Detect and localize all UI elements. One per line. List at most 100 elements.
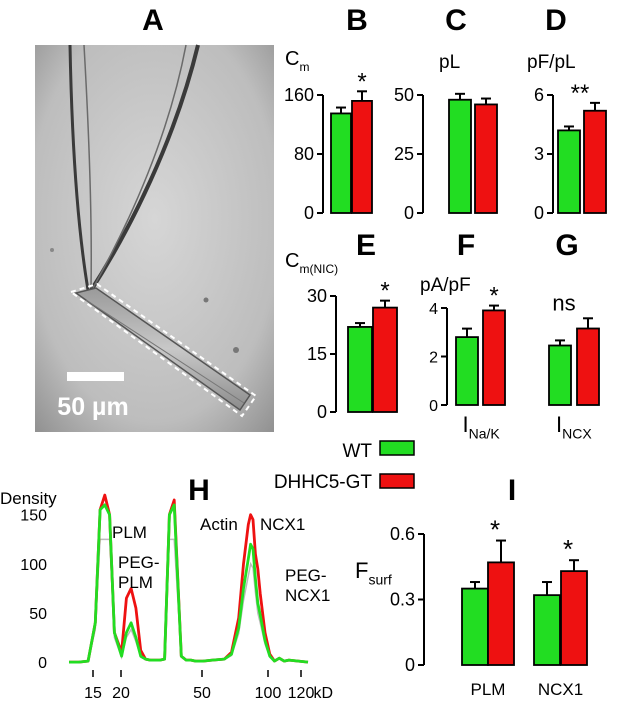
x-label-G: INCX xyxy=(556,412,592,442)
annotation-H-3: NCX1 xyxy=(260,515,305,534)
significance-B: * xyxy=(357,68,366,95)
tick-label-H: 50 xyxy=(193,685,211,702)
legend-swatch-wt xyxy=(379,440,415,456)
annotation-H-1: PLM xyxy=(118,573,153,592)
axis-label-B: Cm xyxy=(285,48,309,74)
category-label-I-PLM: PLM xyxy=(471,680,506,699)
tick-label-D: 6 xyxy=(534,85,544,105)
axis-label-I: Fsurf xyxy=(355,558,392,588)
axis-label-H: Density xyxy=(0,489,57,508)
significance-I-PLM: * xyxy=(490,515,500,545)
tick-label-H: 15 xyxy=(84,685,102,702)
tick-label-H: 150 xyxy=(20,508,47,525)
panel-letter-f: F xyxy=(457,229,475,262)
tick-label-D: 0 xyxy=(534,203,544,223)
bar-F-DHHC5-GT xyxy=(482,309,506,406)
debris-dot xyxy=(203,297,209,303)
tick-label-B: 80 xyxy=(294,144,314,164)
micrograph-panel: 50 µm xyxy=(35,44,274,432)
debris-dot xyxy=(50,248,54,252)
annotation-H-2: Actin xyxy=(200,515,238,534)
tick-label-F: 4 xyxy=(429,301,438,318)
bar-I-PLM-WT xyxy=(461,587,489,666)
axis-label-C: pL xyxy=(439,52,460,73)
tick-label-F: 2 xyxy=(429,350,438,367)
charts-layer: 080160Cm*02550pL036pF/pL**01530Cm(NIC)*0… xyxy=(0,48,607,702)
tick-label-H: 0 xyxy=(38,655,47,672)
pipette-inner-2 xyxy=(92,44,187,289)
tick-label-H: 100 xyxy=(20,557,47,574)
legend-label-gt: DHHC5-GT xyxy=(274,472,373,493)
category-label-I-NCX1: NCX1 xyxy=(538,680,583,699)
tick-label-C: 0 xyxy=(404,203,414,223)
significance-F: * xyxy=(489,283,498,310)
tick-label-H: 120 xyxy=(288,685,315,702)
bar-D-WT xyxy=(557,129,581,214)
debris-dot xyxy=(233,347,239,353)
axis-label-F: pA/pF xyxy=(420,275,471,296)
legend-swatch-gt xyxy=(379,473,415,489)
scale-bar-label: 50 µm xyxy=(57,393,128,421)
annotation-H-0: PLM xyxy=(112,523,147,542)
axis-label-D: pF/pL xyxy=(527,52,576,73)
legend-label-wt: WT xyxy=(342,441,372,462)
tick-label-I: 0.3 xyxy=(390,590,415,610)
bar-G-DHHC5-GT xyxy=(576,327,600,406)
significance-D: ** xyxy=(571,80,590,107)
tick-label-D: 3 xyxy=(534,144,544,164)
bar-B-WT xyxy=(330,112,352,214)
tick-label-F: 0 xyxy=(429,398,438,415)
tick-label-I: 0.6 xyxy=(390,524,415,544)
bar-G-WT xyxy=(548,344,572,406)
bar-E-WT xyxy=(347,326,373,413)
significance-I-NCX1: * xyxy=(563,534,573,564)
panel-letter-c: C xyxy=(445,4,467,37)
bar-D-DHHC5-GT xyxy=(583,109,607,214)
tick-label-E: 15 xyxy=(307,344,327,364)
tick-label-E: 0 xyxy=(317,402,327,422)
panel-letter-a: A xyxy=(142,4,164,37)
annotation-H-4: NCX1 xyxy=(285,586,330,605)
tick-label-C: 25 xyxy=(394,144,414,164)
density-trace-WT xyxy=(69,503,309,664)
annotation-H-4: PEG- xyxy=(285,566,327,585)
bar-I-NCX1-DHHC5-GT xyxy=(560,570,588,666)
tick-label-I: 0 xyxy=(405,655,415,675)
tick-label-H: 50 xyxy=(29,606,47,623)
annotation-H-1: PEG- xyxy=(118,553,160,572)
panel-letter-b: B xyxy=(346,4,368,37)
bar-I-NCX1-WT xyxy=(533,594,561,666)
significance-E: * xyxy=(380,278,389,305)
bar-E-DHHC5-GT xyxy=(372,306,398,413)
legend: WT DHHC5-GT xyxy=(274,440,415,493)
cell-outline-dashed xyxy=(68,282,258,418)
bar-C-DHHC5-GT xyxy=(474,103,498,214)
tick-label-E: 30 xyxy=(307,286,327,306)
myocyte-cell xyxy=(74,287,252,412)
bar-F-WT xyxy=(455,336,479,406)
tick-label-C: 50 xyxy=(394,85,414,105)
panel-letter-e: E xyxy=(356,229,376,262)
tick-label-B: 0 xyxy=(304,203,314,223)
pipette-inner xyxy=(83,44,92,289)
density-trace-background xyxy=(69,538,309,663)
bar-C-WT xyxy=(448,98,472,214)
pipette-right-edge xyxy=(88,44,200,294)
tick-label-H: 100 xyxy=(255,685,282,702)
panel-letter-h: H xyxy=(188,474,210,507)
x-label-F: INa/K xyxy=(463,412,501,442)
scale-bar xyxy=(67,372,124,381)
myocyte-striation xyxy=(85,299,245,404)
axis-label-E: Cm(NIC) xyxy=(285,250,338,276)
tick-label-B: 160 xyxy=(284,85,314,105)
bar-I-PLM-DHHC5-GT xyxy=(487,561,515,666)
significance-G: ns xyxy=(552,290,575,315)
pipette-left-edge xyxy=(68,44,90,291)
micrograph-image xyxy=(35,45,274,432)
tick-label-H: 20 xyxy=(112,685,130,702)
panel-letter-d: D xyxy=(545,4,567,37)
bar-B-DHHC5-GT xyxy=(351,100,373,214)
x-label-H: kD xyxy=(313,685,333,702)
panel-letter-g: G xyxy=(555,229,578,262)
